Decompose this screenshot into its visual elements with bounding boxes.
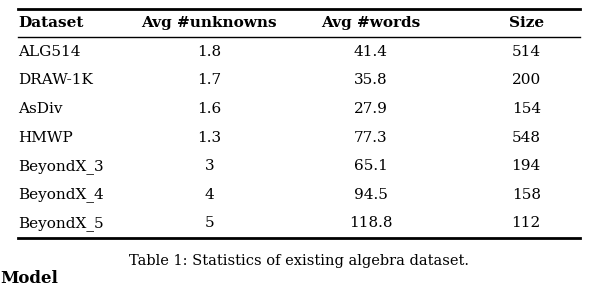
Text: BeyondX_5: BeyondX_5	[18, 216, 103, 231]
Text: 158: 158	[512, 188, 541, 202]
Text: 1.3: 1.3	[197, 130, 221, 145]
Text: Avg #words: Avg #words	[321, 16, 420, 30]
Text: 1.7: 1.7	[197, 73, 221, 87]
Text: 65.1: 65.1	[354, 159, 388, 173]
Text: 514: 514	[512, 45, 541, 59]
Text: 118.8: 118.8	[349, 216, 392, 231]
Text: BeyondX_3: BeyondX_3	[18, 159, 103, 174]
Text: 94.5: 94.5	[354, 188, 388, 202]
Text: 5: 5	[205, 216, 214, 231]
Text: Dataset: Dataset	[18, 16, 83, 30]
Text: 41.4: 41.4	[354, 45, 388, 59]
Text: 1.6: 1.6	[197, 102, 221, 116]
Text: 548: 548	[512, 130, 541, 145]
Text: Size: Size	[509, 16, 544, 30]
Text: Table 1: Statistics of existing algebra dataset.: Table 1: Statistics of existing algebra …	[129, 254, 469, 268]
Text: ALG514: ALG514	[18, 45, 81, 59]
Text: HMWP: HMWP	[18, 130, 73, 145]
Text: 1.8: 1.8	[197, 45, 221, 59]
Text: Model: Model	[0, 270, 58, 287]
Text: 154: 154	[512, 102, 541, 116]
Text: 200: 200	[512, 73, 541, 87]
Text: 112: 112	[512, 216, 541, 231]
Text: 27.9: 27.9	[354, 102, 388, 116]
Text: 4: 4	[205, 188, 214, 202]
Text: BeyondX_4: BeyondX_4	[18, 187, 103, 202]
Text: DRAW-1K: DRAW-1K	[18, 73, 93, 87]
Text: 194: 194	[512, 159, 541, 173]
Text: AsDiv: AsDiv	[18, 102, 62, 116]
Text: 77.3: 77.3	[354, 130, 388, 145]
Text: 35.8: 35.8	[354, 73, 388, 87]
Text: Avg #unknowns: Avg #unknowns	[142, 16, 277, 30]
Text: 3: 3	[205, 159, 214, 173]
